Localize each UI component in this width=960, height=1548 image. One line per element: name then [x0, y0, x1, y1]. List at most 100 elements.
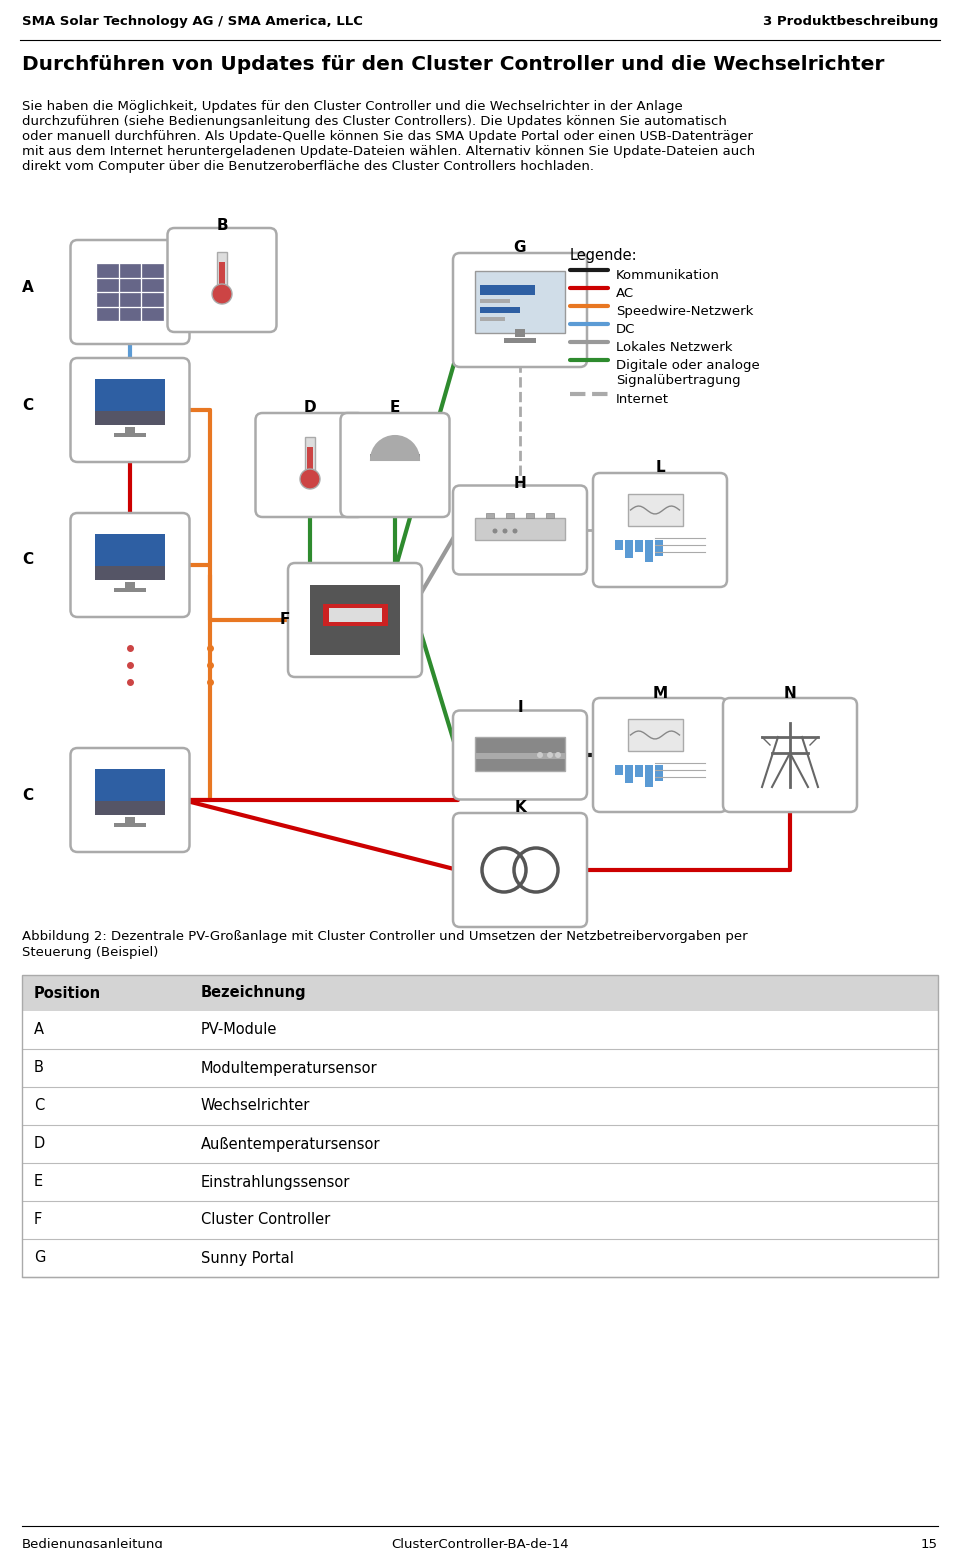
- Bar: [625, 540, 633, 557]
- Bar: [217, 252, 227, 293]
- Bar: [475, 737, 565, 771]
- FancyBboxPatch shape: [593, 474, 727, 587]
- Bar: [120, 308, 140, 320]
- FancyBboxPatch shape: [453, 252, 587, 367]
- Bar: [475, 752, 565, 759]
- Bar: [219, 262, 225, 289]
- Text: ClusterController-BA-de-14: ClusterController-BA-de-14: [391, 1539, 569, 1548]
- Text: E: E: [390, 401, 400, 415]
- Circle shape: [492, 528, 497, 534]
- Bar: [635, 765, 643, 777]
- FancyBboxPatch shape: [453, 711, 587, 799]
- Bar: [97, 279, 118, 291]
- FancyBboxPatch shape: [341, 413, 449, 517]
- Bar: [526, 512, 534, 519]
- Bar: [328, 608, 381, 622]
- FancyBboxPatch shape: [453, 486, 587, 574]
- Text: Signalübertragung: Signalübertragung: [616, 375, 740, 387]
- Text: F: F: [280, 613, 290, 627]
- FancyBboxPatch shape: [167, 228, 276, 331]
- Text: G: G: [514, 240, 526, 255]
- Text: M: M: [653, 686, 667, 701]
- Bar: [95, 567, 165, 580]
- Bar: [95, 534, 165, 580]
- Text: B: B: [216, 218, 228, 232]
- Text: mit aus dem Internet heruntergeladenen Update-Dateien wählen. Alternativ können : mit aus dem Internet heruntergeladenen U…: [22, 146, 756, 158]
- Bar: [22, 1050, 938, 1087]
- Text: Modultemperatursensor: Modultemperatursensor: [201, 1060, 377, 1076]
- Bar: [97, 293, 118, 305]
- Text: Kommunikation: Kommunikation: [616, 269, 720, 282]
- Bar: [480, 307, 520, 313]
- Bar: [504, 337, 536, 344]
- Bar: [95, 769, 165, 814]
- Bar: [615, 765, 623, 776]
- Bar: [323, 604, 388, 625]
- FancyBboxPatch shape: [255, 413, 365, 517]
- Text: N: N: [783, 686, 797, 701]
- Bar: [625, 765, 633, 783]
- Bar: [655, 540, 663, 556]
- Text: 3 Produktbeschreibung: 3 Produktbeschreibung: [762, 15, 938, 28]
- Bar: [125, 817, 135, 825]
- Bar: [480, 285, 535, 296]
- Text: Sie haben die Möglichkeit, Updates für den Cluster Controller und die Wechselric: Sie haben die Möglichkeit, Updates für d…: [22, 101, 683, 113]
- Circle shape: [513, 528, 517, 534]
- Bar: [645, 540, 653, 562]
- Bar: [515, 330, 525, 337]
- Bar: [628, 494, 683, 526]
- Bar: [22, 1163, 938, 1201]
- Text: K: K: [515, 800, 526, 816]
- Bar: [120, 279, 140, 291]
- Text: H: H: [514, 475, 526, 491]
- Bar: [655, 765, 663, 782]
- Bar: [370, 454, 420, 460]
- Text: Position: Position: [34, 986, 101, 1000]
- Wedge shape: [371, 437, 419, 460]
- Text: C: C: [22, 788, 34, 802]
- Text: 15: 15: [921, 1539, 938, 1548]
- Text: G: G: [34, 1251, 45, 1266]
- Bar: [305, 437, 315, 477]
- Text: DC: DC: [616, 324, 636, 336]
- Bar: [22, 975, 938, 1277]
- Text: Digitale oder analoge: Digitale oder analoge: [616, 359, 759, 372]
- Text: Bedienungsanleitung: Bedienungsanleitung: [22, 1539, 164, 1548]
- Text: Legende:: Legende:: [570, 248, 637, 263]
- Bar: [546, 512, 554, 519]
- Bar: [95, 379, 165, 426]
- Bar: [142, 265, 163, 277]
- Bar: [114, 588, 146, 591]
- FancyBboxPatch shape: [70, 358, 189, 461]
- Bar: [142, 308, 163, 320]
- Text: SMA Solar Technology AG / SMA America, LLC: SMA Solar Technology AG / SMA America, L…: [22, 15, 363, 28]
- Text: PV-Module: PV-Module: [201, 1023, 277, 1037]
- Bar: [97, 308, 118, 320]
- Circle shape: [547, 752, 553, 759]
- Text: C: C: [22, 553, 34, 568]
- Circle shape: [502, 528, 508, 534]
- Text: Speedwire-Netzwerk: Speedwire-Netzwerk: [616, 305, 754, 317]
- Text: D: D: [34, 1136, 45, 1152]
- Bar: [142, 293, 163, 305]
- Text: Internet: Internet: [616, 393, 669, 406]
- Bar: [95, 802, 165, 814]
- Text: Abbildung 2: Dezentrale PV-Großanlage mit Cluster Controller und Umsetzen der Ne: Abbildung 2: Dezentrale PV-Großanlage mi…: [22, 930, 748, 943]
- Bar: [95, 412, 165, 426]
- Bar: [480, 317, 505, 320]
- FancyBboxPatch shape: [593, 698, 727, 813]
- Text: A: A: [22, 280, 34, 294]
- Text: C: C: [34, 1099, 44, 1113]
- Bar: [22, 1201, 938, 1238]
- Circle shape: [212, 283, 232, 303]
- Bar: [114, 824, 146, 827]
- Bar: [22, 1238, 938, 1277]
- Text: A: A: [34, 1023, 44, 1037]
- Bar: [125, 427, 135, 435]
- Bar: [475, 271, 565, 333]
- Text: Außentemperatursensor: Außentemperatursensor: [201, 1136, 380, 1152]
- Text: direkt vom Computer über die Benutzeroberfläche des Cluster Controllers hochlade: direkt vom Computer über die Benutzerobe…: [22, 159, 594, 173]
- Bar: [142, 279, 163, 291]
- Bar: [307, 447, 313, 475]
- Text: L: L: [655, 460, 665, 475]
